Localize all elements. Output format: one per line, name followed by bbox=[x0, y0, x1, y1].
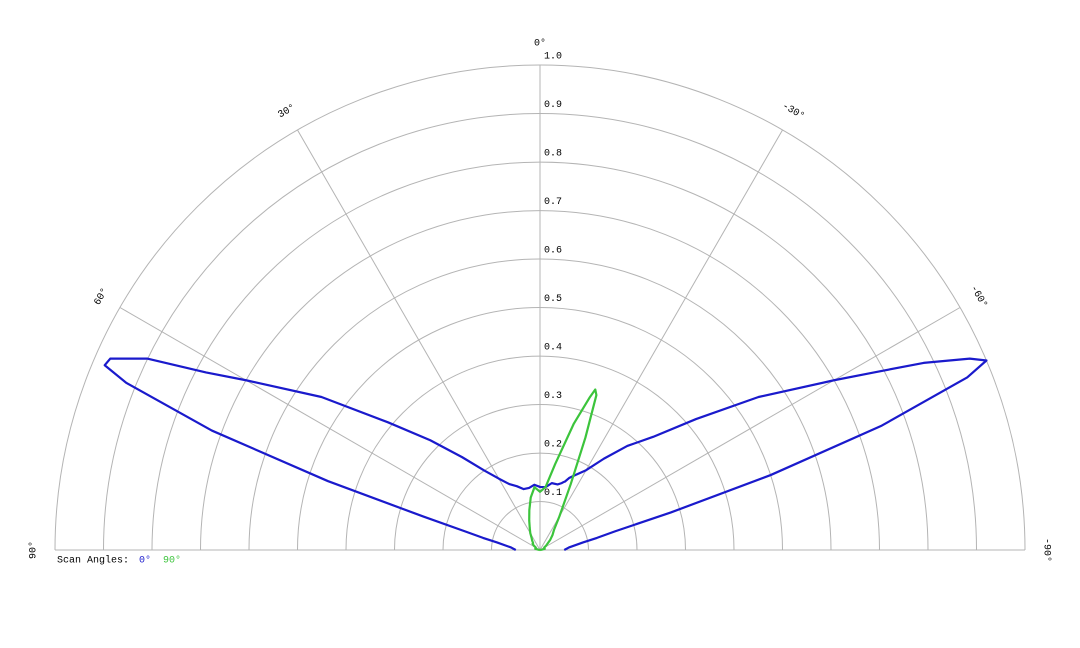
angle-tick-label: -90° bbox=[1040, 538, 1052, 562]
grid-spoke bbox=[539, 129, 783, 551]
r-tick-label: 0.7 bbox=[544, 197, 562, 208]
grid-spoke bbox=[539, 307, 961, 551]
angle-tick-label: 60° bbox=[92, 286, 111, 308]
legend-entry: 0° bbox=[139, 555, 151, 567]
r-tick-label: 0.9 bbox=[544, 100, 562, 111]
angle-tick-label: -60° bbox=[967, 283, 989, 310]
r-tick-label: 1.0 bbox=[544, 52, 562, 63]
r-tick-label: 0.6 bbox=[544, 246, 562, 257]
angle-tick-label: 30° bbox=[276, 102, 298, 121]
angle-tick-label: 90° bbox=[28, 541, 40, 559]
series-line bbox=[103, 357, 988, 551]
grid-spoke bbox=[297, 129, 541, 551]
angle-tick-label: -30° bbox=[780, 100, 807, 122]
r-tick-label: 0.2 bbox=[544, 440, 562, 451]
r-tick-label: 0.4 bbox=[544, 343, 562, 354]
legend-entry: 90° bbox=[163, 555, 181, 567]
r-tick-label: 0.5 bbox=[544, 294, 562, 305]
angle-tick-label: 0° bbox=[534, 38, 546, 50]
series-line bbox=[528, 388, 598, 552]
grid-spoke bbox=[119, 307, 541, 551]
r-tick-label: 0.1 bbox=[544, 488, 562, 499]
r-tick-label: 0.8 bbox=[544, 149, 562, 160]
r-tick-label: 0.3 bbox=[544, 391, 562, 402]
legend-title: Scan Angles: bbox=[57, 555, 129, 567]
